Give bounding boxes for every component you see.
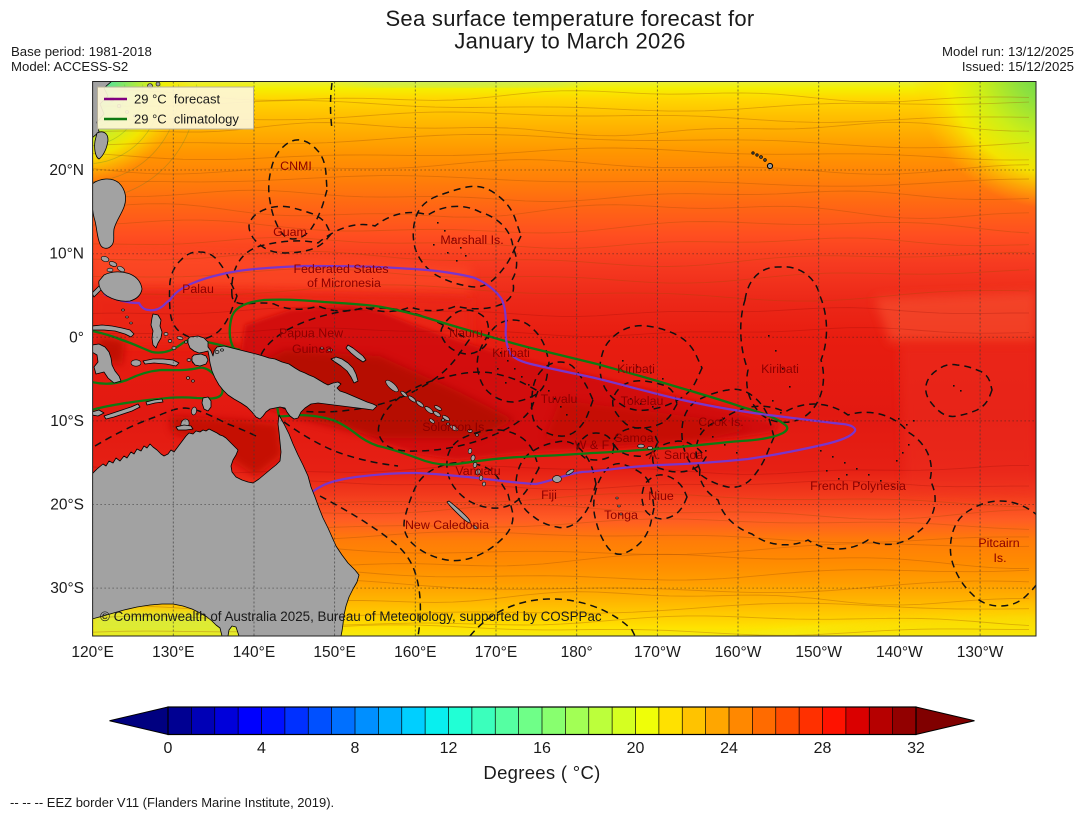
svg-text:A. Samoa: A. Samoa (649, 448, 704, 462)
svg-text:24: 24 (720, 740, 738, 757)
svg-text:Kiribati: Kiribati (761, 362, 799, 376)
svg-text:-- -- -- EEZ border V11 (Fla: -- -- -- EEZ border V11 (Flanders Marine… (10, 795, 334, 810)
svg-text:20°S: 20°S (50, 497, 84, 514)
svg-text:Guinea: Guinea (292, 342, 332, 356)
svg-text:Fiji: Fiji (541, 488, 557, 502)
svg-text:30°S: 30°S (50, 580, 84, 597)
svg-text:© Commonwealth of Australia 20: © Commonwealth of Australia 2025, Bureau… (100, 609, 602, 624)
svg-text:Vanuatu: Vanuatu (455, 464, 500, 478)
svg-text:130°W: 130°W (957, 644, 1004, 661)
svg-text:Kiribati: Kiribati (617, 362, 655, 376)
svg-text:W & F: W & F (575, 438, 610, 452)
svg-text:Issued: 15/12/2025: Issued: 15/12/2025 (962, 59, 1074, 74)
svg-text:CNMI: CNMI (280, 159, 312, 173)
svg-text:Nauru: Nauru (449, 326, 483, 340)
svg-text:0°: 0° (69, 329, 84, 346)
svg-text:160°W: 160°W (715, 644, 762, 661)
svg-text:0: 0 (164, 740, 173, 757)
svg-text:10°N: 10°N (49, 246, 84, 263)
svg-text:140°W: 140°W (876, 644, 923, 661)
svg-text:29 °C forecast: 29 °C forecast (134, 92, 221, 107)
svg-text:Sea surface temperature foreca: Sea surface temperature forecast for (385, 6, 754, 31)
svg-text:Degrees ( °C): Degrees ( °C) (483, 762, 600, 783)
svg-text:12: 12 (440, 740, 458, 757)
svg-text:8: 8 (351, 740, 360, 757)
svg-text:Pitcairn: Pitcairn (978, 536, 1019, 550)
svg-text:Cook Is.: Cook Is. (698, 415, 743, 429)
svg-text:Base period: 1981-2018: Base period: 1981-2018 (11, 44, 152, 59)
svg-text:of Micronesia: of Micronesia (307, 276, 381, 290)
svg-text:Solomon Is.: Solomon Is. (422, 420, 487, 434)
svg-text:Model: ACCESS-S2: Model: ACCESS-S2 (11, 59, 128, 74)
svg-text:Palau: Palau (182, 282, 214, 296)
svg-text:Tokelau: Tokelau (621, 394, 664, 408)
svg-text:120°E: 120°E (71, 644, 113, 661)
svg-text:January to March 2026: January to March 2026 (454, 29, 685, 54)
svg-text:140°E: 140°E (233, 644, 275, 661)
svg-text:Marshall Is.: Marshall Is. (440, 233, 503, 247)
svg-text:32: 32 (907, 740, 925, 757)
svg-text:Papua New: Papua New (279, 326, 343, 340)
svg-text:10°S: 10°S (50, 413, 84, 430)
svg-text:29 °C climatology: 29 °C climatology (134, 112, 239, 127)
svg-text:Guam: Guam (273, 225, 307, 239)
svg-text:Samoa: Samoa (614, 431, 653, 445)
svg-text:180°: 180° (561, 644, 593, 661)
svg-text:4: 4 (257, 740, 266, 757)
svg-text:150°E: 150°E (313, 644, 355, 661)
svg-text:160°E: 160°E (394, 644, 436, 661)
svg-text:150°W: 150°W (795, 644, 842, 661)
svg-text:28: 28 (814, 740, 832, 757)
svg-text:New Caledonia: New Caledonia (405, 518, 489, 532)
svg-text:Model run: 13/12/2025: Model run: 13/12/2025 (942, 44, 1074, 59)
svg-text:Tuvalu: Tuvalu (541, 392, 578, 406)
svg-text:Federated States: Federated States (293, 262, 388, 276)
svg-text:16: 16 (533, 740, 551, 757)
svg-text:170°E: 170°E (475, 644, 517, 661)
svg-text:Is.: Is. (993, 551, 1006, 565)
svg-text:20: 20 (627, 740, 645, 757)
svg-text:20°N: 20°N (49, 162, 84, 179)
svg-text:130°E: 130°E (152, 644, 194, 661)
svg-text:French Polynesia: French Polynesia (810, 479, 906, 493)
svg-text:170°W: 170°W (634, 644, 681, 661)
svg-text:Tonga: Tonga (604, 508, 638, 522)
svg-text:Kiribati: Kiribati (492, 346, 530, 360)
svg-text:Niue: Niue (648, 489, 674, 503)
